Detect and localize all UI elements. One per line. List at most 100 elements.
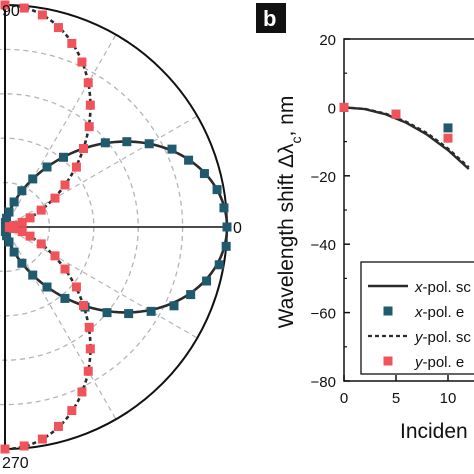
- y-tick-label: −40: [311, 237, 336, 254]
- line-chart-markers: [339, 102, 453, 143]
- legend-entry-text: -pol. e: [423, 354, 465, 371]
- y-pol-experiment-point: [0, 0, 10, 10]
- y-pol-experiment-point: [17, 217, 27, 227]
- y-axis-label-main: Wavelength shift Δλ: [275, 143, 298, 328]
- x-pol-experiment-point: [199, 169, 209, 179]
- x-pol-experiment-point: [60, 293, 70, 303]
- legend-entry-text: -pol. sc: [423, 279, 472, 296]
- x-pol-experiment-point: [42, 282, 52, 292]
- y-pol-experiment-point: [50, 193, 60, 203]
- y-pol-simulation-line: [343, 106, 470, 169]
- x-pol-experiment-point: [184, 155, 194, 165]
- y-pol-experiment-point: [83, 78, 93, 88]
- y-tick-label: 20: [319, 32, 336, 49]
- y-axis-label: Wavelength shift Δλc, nm: [275, 96, 304, 329]
- panel-label-badge: [256, 3, 286, 33]
- y-pol-experiment-point: [84, 322, 94, 332]
- x-axis-ticks: 0 5 10: [340, 375, 457, 407]
- polar-chart: 90 0 270: [0, 0, 242, 472]
- x-pol-experiment-point: [9, 247, 19, 257]
- x-pol-experiment-point: [2, 231, 12, 241]
- x-pol-experiment-point: [222, 222, 232, 232]
- polar-grid-spoke: [4, 226, 198, 339]
- x-pol-experiment-point: [4, 237, 14, 247]
- legend-entry-italic: x: [414, 279, 423, 296]
- angle-label-90: 90: [2, 3, 20, 20]
- polar-grid-spoke: [4, 226, 117, 420]
- x-pol-experiment-point: [186, 290, 196, 300]
- y-pol-experiment-point: [77, 387, 87, 397]
- y-pol-experiment-point: [37, 10, 47, 20]
- y-pol-experiment-point: [25, 231, 35, 241]
- y-pol-experiment-point: [19, 441, 29, 451]
- x-pol-experiment-point: [146, 306, 156, 316]
- y-pol-experiment-point: [0, 444, 10, 454]
- y-tick-label: −60: [311, 306, 336, 323]
- legend-entry-text: -pol. e: [423, 304, 465, 321]
- x-pol-experiment-point: [28, 174, 38, 184]
- y-pol-experiment-point: [339, 102, 349, 112]
- y-pol-experiment-point: [4, 222, 14, 232]
- y-axis-label-subscript: c: [288, 137, 304, 144]
- y-pol-experiment-point: [17, 227, 27, 237]
- line-chart: b 20 0 −20 −40 −60 −80 0 5 10 Wavelength shift …: [256, 3, 474, 443]
- legend: x-pol. scx-pol. ey-pol. scy-pol. e: [360, 261, 474, 375]
- y-pol-experiment-point: [71, 162, 81, 172]
- panel-label: b: [263, 6, 276, 31]
- polar-grid-spoke: [4, 115, 198, 228]
- y-tick-label: 0: [328, 100, 336, 117]
- y-pol-experiment-point: [85, 100, 95, 110]
- y-pol-experiment-point: [50, 251, 60, 261]
- legend-entry-label: x-pol. sc: [414, 279, 471, 296]
- y-pol-experiment-point: [60, 264, 70, 274]
- legend-entry-label: x-pol. e: [414, 304, 464, 321]
- y-pol-experiment-point: [77, 57, 87, 67]
- legend-entry-italic: x: [414, 304, 423, 321]
- angle-label-0: 0: [233, 220, 242, 237]
- legend-entry-text: -pol. sc: [423, 329, 472, 346]
- x-pol-experiment-point: [4, 207, 14, 217]
- legend-entry-italic: y: [414, 329, 424, 346]
- y-pol-experiment-point: [19, 3, 29, 13]
- x-pol-experiment-point: [9, 197, 19, 207]
- y-pol-experiment-point: [71, 282, 81, 292]
- legend-marker: [383, 356, 393, 366]
- y-pol-experiment-point: [25, 213, 35, 223]
- y-axis-label-unit: , nm: [275, 96, 298, 137]
- y-pol-experiment-point: [83, 366, 93, 376]
- y-pol-experiment-point: [84, 122, 94, 132]
- x-pol-experiment-point: [221, 241, 231, 251]
- x-pol-experiment-point: [42, 162, 52, 172]
- x-pol-experiment-point: [59, 152, 69, 162]
- x-tick-label: 10: [440, 390, 457, 407]
- y-tick-label: −80: [311, 374, 336, 391]
- y-pol-experiment-point: [85, 344, 95, 354]
- x-pol-experiment-point: [124, 309, 134, 319]
- y-pol-experiment-point: [78, 144, 88, 154]
- x-pol-experiment-point: [443, 123, 453, 133]
- polar-markers: [0, 0, 232, 454]
- angle-label-270: 270: [2, 455, 29, 472]
- x-tick-label: 0: [340, 390, 348, 407]
- y-axis-ticks: 20 0 −20 −40 −60 −80: [311, 32, 350, 391]
- legend-entry-label: y-pol. e: [414, 354, 464, 371]
- legend-box: [360, 261, 474, 375]
- y-pol-experiment-point: [67, 406, 77, 416]
- x-pol-experiment-point: [169, 301, 179, 311]
- y-pol-experiment-point: [67, 38, 77, 48]
- x-pol-experiment-point: [17, 186, 27, 196]
- x-axis-label: Inciden: [400, 420, 468, 443]
- x-pol-experiment-point: [167, 144, 177, 154]
- x-pol-experiment-point: [28, 270, 38, 280]
- x-pol-experiment-point: [202, 276, 212, 286]
- x-pol-experiment-point: [214, 260, 224, 270]
- y-pol-experiment-point: [36, 239, 46, 249]
- y-pol-experiment-point: [53, 23, 63, 33]
- x-pol-experiment-point: [100, 138, 110, 148]
- y-pol-experiment-point: [60, 180, 70, 190]
- y-pol-experiment-point: [36, 205, 46, 215]
- polar-grid-spoke: [4, 34, 117, 228]
- y-pol-experiment-point: [78, 300, 88, 310]
- y-pol-experiment-point: [391, 109, 401, 119]
